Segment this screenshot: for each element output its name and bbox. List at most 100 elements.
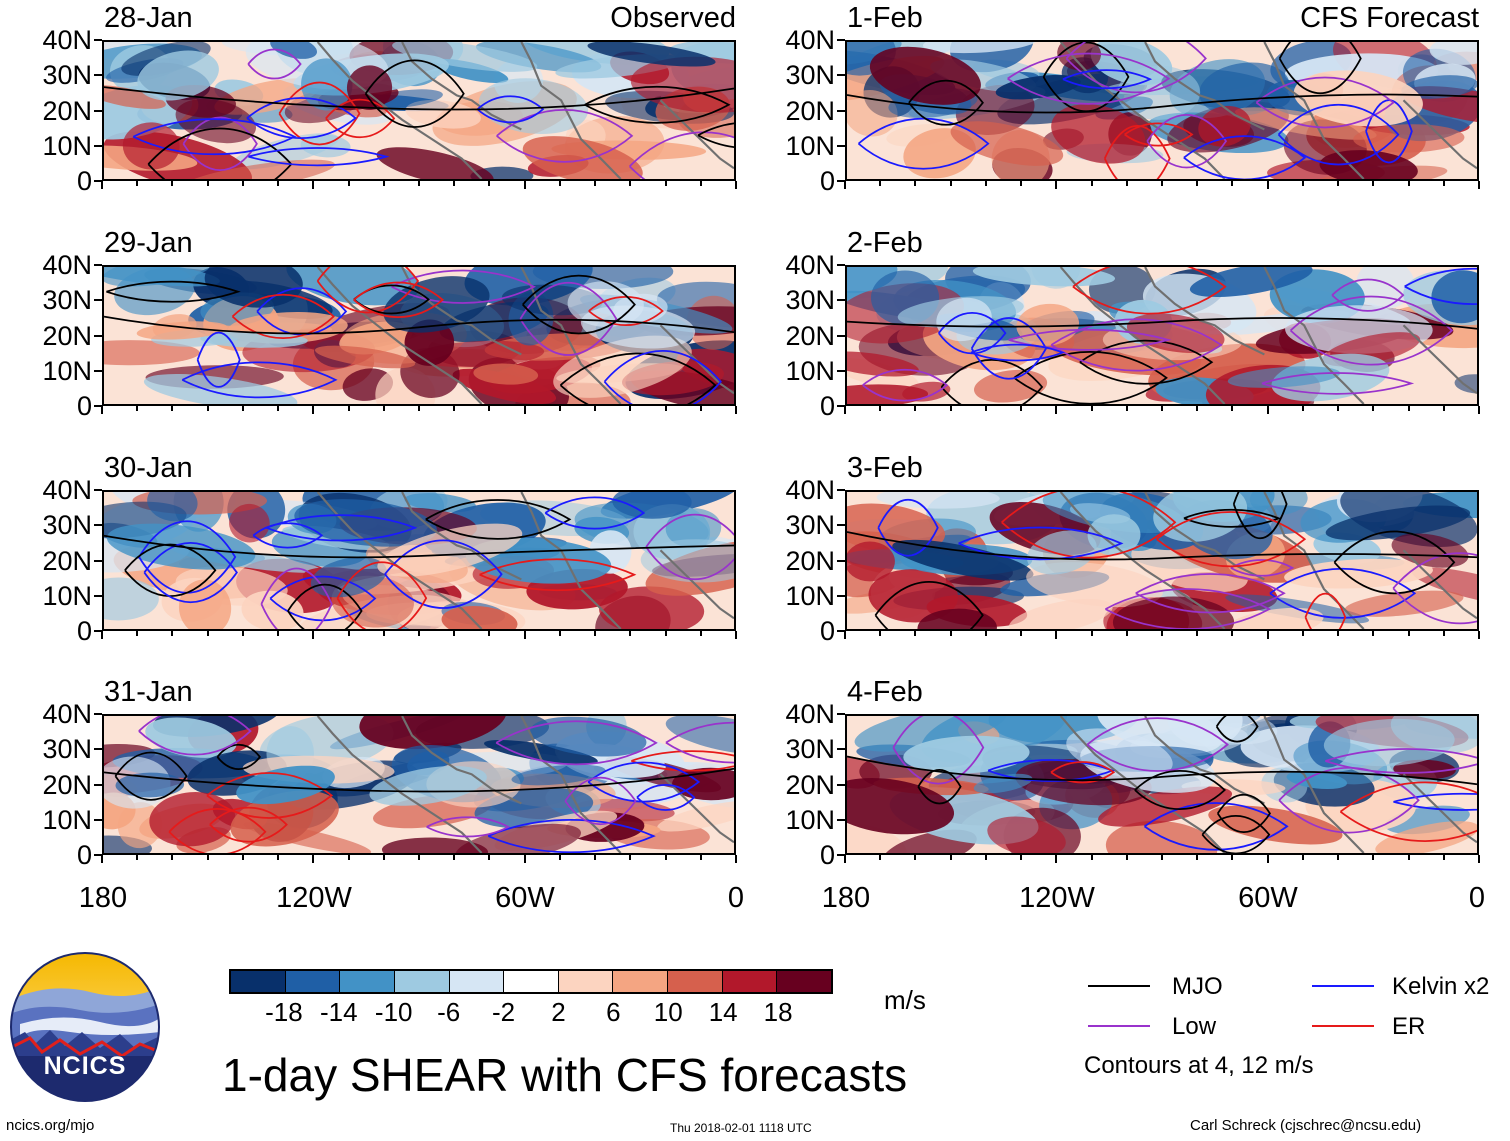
y-tick-mark [837,854,845,856]
x-tick-mark [1231,406,1234,411]
x-tick-mark [241,181,244,186]
forecast-2-feb-map-panel [845,265,1479,406]
x-tick-mark [1090,855,1093,860]
shear-field [104,716,734,853]
observed-28-jan-y-tick: 0 [76,166,92,196]
x-tick-mark [453,406,456,411]
observed-31-jan-date-label: 31-Jan [104,676,193,708]
x-tick-mark [488,181,491,186]
shear-field [847,42,1477,179]
x-tick-mark [1478,631,1480,639]
x-tick-mark [664,855,667,860]
x-tick-mark [1407,181,1410,186]
x-tick-mark [984,406,987,411]
colorbar-segment [558,971,614,992]
forecast-3-feb-date-label: 3-Feb [847,452,923,484]
x-tick-mark [1301,631,1304,636]
observed-28-jan-map-panel [102,40,736,181]
x-tick-mark [844,855,846,863]
observed-28-jan-y-tick: 20N [42,95,92,126]
y-tick-mark [94,334,102,337]
legend-label-mjo: MJO [1172,973,1223,1000]
x-tick-mark [277,631,280,636]
x-tick-120w-right: 120W [1019,882,1095,914]
x-tick-mark [418,181,420,186]
x-tick-mark [1266,631,1269,639]
observed-29-jan-date-label: 29-Jan [104,227,193,259]
forecast-3-feb-y-tick: 30N [785,510,835,541]
y-tick-mark [837,264,845,266]
y-tick-mark [837,109,845,112]
x-tick-mark [699,406,702,411]
x-tick-mark [664,181,667,186]
x-tick-mark [418,855,420,860]
x-tick-mark [171,855,174,860]
legend-label-kelvin: Kelvin x2 [1392,973,1490,1000]
colorbar-segment [613,971,669,992]
x-tick-mark [558,631,561,636]
x-tick-mark [136,181,139,186]
x-tick-mark [1055,631,1058,639]
x-tick-mark [347,406,350,411]
x-tick-mark [1161,181,1163,186]
x-tick-mark [594,855,597,860]
y-tick-mark [837,630,845,632]
colorbar-segment [285,971,341,992]
colorbar-label: -2 [491,997,516,1027]
forecast-2-feb-y-tick: 10N [785,355,835,386]
x-tick-mark [949,181,952,186]
x-tick-mark [101,406,103,414]
x-tick-mark [241,855,244,860]
x-tick-mark [136,406,139,411]
x-tick-mark [418,631,420,636]
y-tick-mark [94,818,102,821]
x-tick-mark [1372,181,1375,186]
forecast-3-feb-y-tick: 0 [819,616,835,646]
x-tick-120w-left: 120W [276,882,352,914]
x-tick-mark [1231,181,1234,186]
colorbar-label: -18 [265,997,303,1027]
x-tick-mark [594,631,597,636]
x-tick-mark [1478,406,1480,414]
forecast-4-feb-y-tick: 30N [785,734,835,765]
x-tick-mark [241,631,244,636]
x-tick-mark [206,855,209,860]
x-tick-mark [453,855,456,860]
x-tick-mark [1266,406,1269,414]
forecast-1-feb-y-tick: 20N [785,95,835,126]
legend-note: Contours at 4, 12 m/s [1084,1052,1314,1079]
forecast-4-feb-map-panel [845,714,1479,855]
colorbar-segment [504,971,559,992]
x-tick-mark [914,406,917,411]
forecast-1-feb-date-label: 1-Feb [847,2,923,34]
x-tick-mark [844,181,846,189]
colorbar-segment [449,971,505,992]
x-tick-mark [1478,855,1480,863]
forecast-2-feb-y-tick: 0 [819,391,835,421]
x-tick-mark [206,181,209,186]
ncics-logo: NCICS [10,952,160,1102]
x-tick-mark [312,181,315,189]
x-tick-mark [1266,181,1269,189]
observed-29-jan-y-tick: 10N [42,355,92,386]
shear-field [104,492,734,629]
x-tick-mark [594,181,597,186]
shear-field [847,492,1477,629]
y-tick-mark [94,854,102,856]
x-tick-mark [171,406,174,411]
x-tick-0-left: 0 [727,882,745,914]
observed-29-jan-y-tick: 30N [42,285,92,316]
x-tick-mark [453,181,456,186]
x-tick-mark [1196,855,1199,860]
y-tick-mark [837,818,845,821]
x-tick-mark [735,406,737,414]
x-tick-mark [241,406,244,411]
legend-line-er [1312,1025,1374,1027]
x-tick-mark [1196,181,1199,186]
x-tick-mark [1196,631,1199,636]
x-tick-mark [1020,855,1023,860]
y-tick-mark [94,783,102,786]
forecast-4-feb-y-tick: 10N [785,804,835,835]
x-tick-mark [558,406,561,411]
footer-timestamp: Thu 2018-02-01 1118 UTC [670,1121,812,1135]
